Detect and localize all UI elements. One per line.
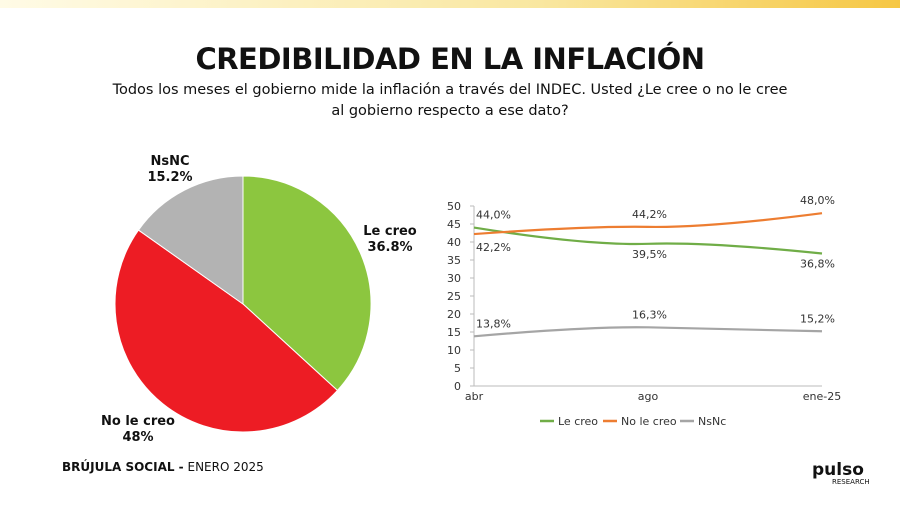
y-tick-label: 20: [447, 308, 461, 321]
slice-value: 15.2%: [147, 170, 193, 185]
legend-label: Le creo: [558, 415, 598, 428]
x-tick-label: abr: [465, 390, 484, 403]
subtitle: Todos los meses el gobierno mide la infl…: [112, 82, 788, 119]
slice-name: Le creo: [363, 224, 417, 239]
y-tick-label: 0: [454, 380, 461, 393]
y-tick-label: 40: [447, 236, 461, 249]
page-title: CREDIBILIDAD EN LA INFLACIÓN: [195, 42, 705, 76]
x-tick-label: ene-25: [803, 390, 841, 403]
y-tick-label: 10: [447, 344, 461, 357]
pie-label-nsnc: NsNC 15.2%: [140, 154, 200, 186]
data-label: 39,5%: [632, 248, 667, 261]
y-tick-label: 25: [447, 290, 461, 303]
series-line-0: [473, 226, 823, 255]
slice-value: 48%: [122, 430, 154, 445]
logo-sub: RESEARCH: [832, 478, 870, 486]
data-label: 15,2%: [800, 312, 835, 325]
series-line-2: [473, 326, 823, 338]
footer: BRÚJULA SOCIAL - ENERO 2025: [62, 460, 264, 474]
data-label: 16,3%: [632, 308, 667, 321]
y-tick-label: 50: [447, 200, 461, 213]
data-label: 36,8%: [800, 258, 835, 271]
y-tick-label: 35: [447, 254, 461, 267]
y-tick-label: 5: [454, 362, 461, 375]
footer-date: ENERO 2025: [187, 460, 264, 474]
data-label: 48,0%: [800, 194, 835, 207]
data-label: 13,8%: [476, 317, 511, 330]
data-label: 42,2%: [476, 241, 511, 254]
pie-label-no-le-creo: No le creo 48%: [98, 414, 178, 446]
pulso-logo: pulso RESEARCH: [812, 460, 870, 486]
legend-label: No le creo: [621, 415, 677, 428]
data-label: 44,0%: [476, 209, 511, 222]
slice-name: No le creo: [100, 414, 175, 429]
logo-text: pulso: [812, 460, 864, 480]
y-tick-label: 30: [447, 272, 461, 285]
x-tick-label: ago: [638, 390, 659, 403]
series-line-1: [473, 212, 823, 236]
pie-slice-0: [242, 175, 372, 392]
pie-slice-1: [114, 229, 339, 433]
y-tick-label: 45: [447, 218, 461, 231]
pie-label-le-creo: Le creo 36.8%: [360, 224, 420, 256]
data-label: 44,2%: [632, 208, 667, 221]
legend-label: NsNc: [698, 415, 726, 428]
pie-slice-2: [137, 175, 244, 305]
slice-name: NsNC: [150, 154, 190, 169]
y-tick-label: 15: [447, 326, 461, 339]
slice-value: 36.8%: [367, 240, 413, 255]
footer-brand: BRÚJULA SOCIAL -: [62, 460, 184, 474]
top-accent-bar: [0, 0, 900, 8]
